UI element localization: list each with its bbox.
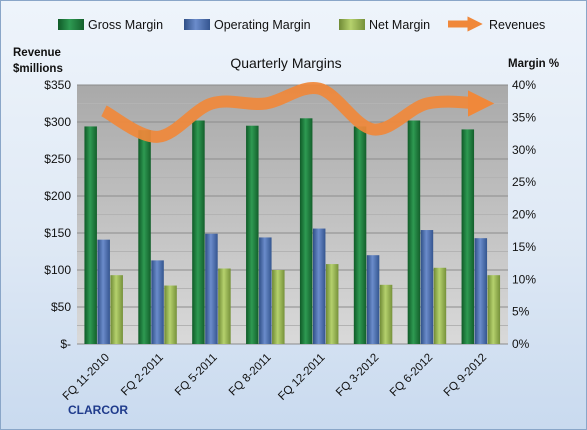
y-right-axis: 0% 5% 10% 15% 20% 25% 30% 35% 40% <box>512 78 536 351</box>
x-tick-label: FQ 11-2010 <box>61 352 112 403</box>
y-left-tick-label: $200 <box>44 189 71 203</box>
bar-net-margin <box>379 284 393 344</box>
legend-swatch-gross-margin <box>58 19 84 30</box>
y-right-tick-label: 35% <box>512 110 536 124</box>
bar-gross-margin <box>407 120 421 345</box>
y-right-tick-label: 30% <box>512 143 536 157</box>
x-tick-label: FQ 9-2012 <box>442 352 489 399</box>
legend-swatch-operating-margin <box>184 19 210 30</box>
bar-net-margin <box>487 275 501 344</box>
legend-label-revenues: Revenues <box>489 18 545 32</box>
chart-title: Quarterly Margins <box>230 55 341 71</box>
y-right-tick-label: 25% <box>512 175 536 189</box>
y-right-tick-label: 10% <box>512 272 536 286</box>
bar-operating-margin <box>366 255 380 344</box>
bar-net-margin <box>164 285 177 344</box>
y-right-tick-label: 15% <box>512 240 536 254</box>
bar-gross-margin <box>353 126 367 344</box>
x-tick-label: FQ 6-2012 <box>388 352 435 399</box>
bar-net-margin <box>272 270 285 344</box>
bar-net-margin <box>325 264 339 344</box>
bar-operating-margin <box>312 228 326 344</box>
bar-operating-margin <box>151 260 164 344</box>
y-left-tick-label: $50 <box>51 300 71 314</box>
y-left-axis: $- $50 $100 $150 $200 $250 $300 $350 <box>44 78 71 351</box>
bar-gross-margin <box>246 125 259 344</box>
revenue-series <box>100 82 495 143</box>
y-left-tick-label: $250 <box>44 152 71 166</box>
y-right-tick-label: 0% <box>512 337 530 351</box>
revenues-line <box>100 82 495 143</box>
bar-operating-margin <box>97 239 110 344</box>
y-left-tick-label: $100 <box>44 263 71 277</box>
legend-label-net-margin: Net Margin <box>369 18 430 32</box>
bar-net-margin <box>433 267 447 344</box>
legend-label-gross-margin: Gross Margin <box>88 18 163 32</box>
bar-operating-margin <box>474 238 488 344</box>
bar-net-margin <box>110 275 123 344</box>
y-right-label: Margin % <box>508 58 559 70</box>
bar-gross-margin <box>192 120 205 345</box>
bar-gross-margin <box>138 130 151 344</box>
x-tick-label: FQ 12-2011 <box>276 352 327 403</box>
y-right-tick-label: 20% <box>512 208 536 222</box>
y-left-tick-label: $150 <box>44 226 71 240</box>
x-tick-label: FQ 5-2011 <box>173 352 220 399</box>
y-left-tick-label: $350 <box>44 78 71 92</box>
y-right-tick-label: 5% <box>512 305 530 319</box>
company-label: CLARCOR <box>68 403 128 417</box>
x-tick-label: FQ 2-2011 <box>119 352 166 399</box>
bar-series <box>84 118 501 345</box>
x-tick-label: FQ 8-2011 <box>227 352 274 399</box>
bar-operating-margin <box>259 237 272 344</box>
legend-label-operating-margin: Operating Margin <box>214 18 311 32</box>
bar-gross-margin <box>461 129 475 344</box>
y-left-tick-label: $- <box>60 337 71 351</box>
y-right-tick-label: 40% <box>512 78 536 92</box>
bar-net-margin <box>218 268 231 344</box>
x-axis: FQ 11-2010 FQ 2-2011 FQ 5-2011 FQ 8-2011 FQ … <box>61 352 489 403</box>
x-tick-label: FQ 3-2012 <box>334 352 381 399</box>
y-left-tick-label: $300 <box>44 115 71 129</box>
bar-gross-margin <box>299 118 313 344</box>
legend-swatch-net-margin <box>339 19 365 30</box>
legend: Gross Margin Operating Margin Net Margin… <box>58 16 545 32</box>
y-left-label-line2: $millions <box>13 63 63 75</box>
bar-gross-margin <box>84 126 97 344</box>
bar-operating-margin <box>420 230 434 344</box>
bar-operating-margin <box>205 233 218 344</box>
y-left-label-line1: Revenue <box>13 47 61 59</box>
